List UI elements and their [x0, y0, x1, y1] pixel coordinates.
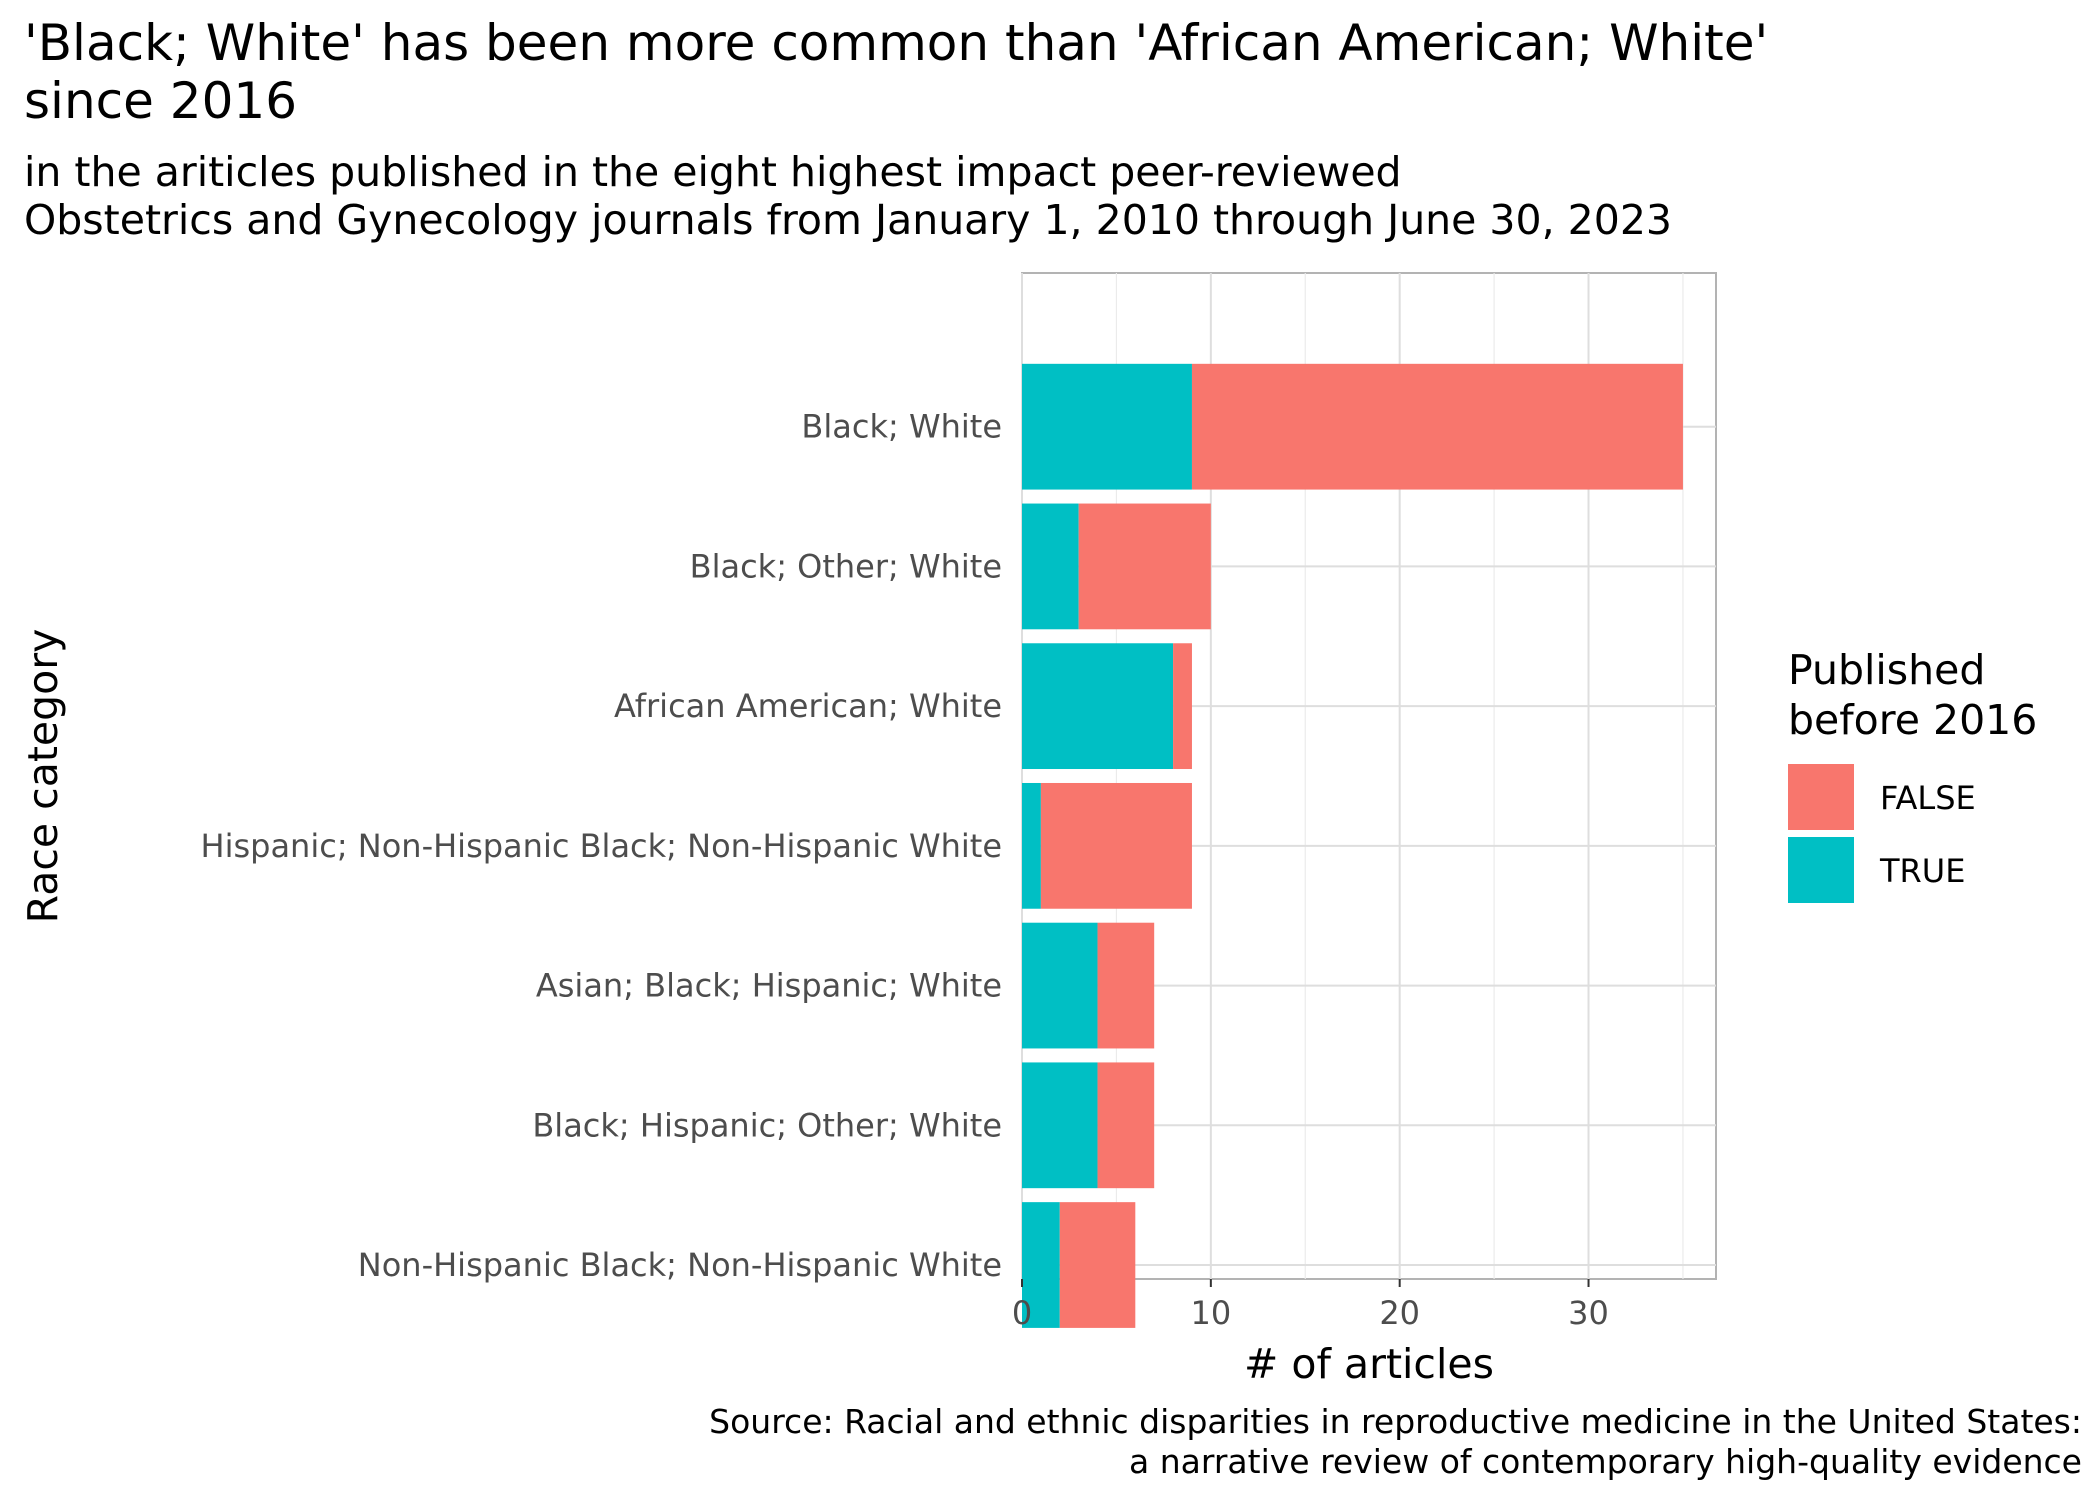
x-axis-tick-labels: 0 10 20 30	[1012, 1279, 1609, 1332]
bar-true	[1022, 1202, 1060, 1328]
bar-true	[1022, 503, 1079, 630]
bars	[1022, 363, 1683, 1328]
bar-true	[1022, 643, 1174, 770]
bar-false	[1191, 363, 1683, 490]
y-tick-label: Black; White	[801, 408, 1002, 446]
bar-false	[1097, 1062, 1155, 1189]
bar-true	[1022, 363, 1192, 490]
x-axis-title: # of articles	[1244, 1340, 1494, 1388]
chart-subtitle: in the ariticles published in the eight …	[24, 148, 1673, 244]
y-tick-label: Black; Hispanic; Other; White	[532, 1106, 1002, 1144]
y-tick-label: Asian; Black; Hispanic; White	[536, 967, 1002, 1005]
x-tick-label: 20	[1379, 1294, 1420, 1332]
bar-false	[1078, 503, 1211, 630]
bar-false	[1059, 1202, 1136, 1328]
bar-false	[1097, 922, 1155, 1049]
y-tick-label: Black; Other; White	[690, 547, 1002, 585]
y-tick-label: African American; White	[614, 687, 1002, 725]
chart-title: 'Black; White' has been more common than…	[24, 14, 1769, 130]
bar-true	[1022, 922, 1098, 1049]
legend-key-true	[1788, 837, 1854, 903]
bar-false	[1040, 782, 1192, 909]
bar-true	[1022, 1062, 1098, 1189]
bar-true	[1022, 782, 1041, 909]
legend-label-true: TRUE	[1879, 852, 1965, 890]
y-tick-label: Non-Hispanic Black; Non-Hispanic White	[358, 1246, 1002, 1284]
x-tick-label: 30	[1568, 1294, 1609, 1332]
x-tick-label: 0	[1012, 1294, 1032, 1332]
legend: Published before 2016 FALSE TRUE	[1788, 646, 2037, 903]
y-axis-tick-labels: Black; White Black; Other; White African A…	[201, 408, 1003, 1284]
legend-title: Published before 2016	[1788, 646, 2037, 744]
y-tick-label: Hispanic; Non-Hispanic Black; Non-Hispan…	[201, 827, 1003, 865]
legend-key-false	[1788, 764, 1854, 830]
bar-false	[1173, 643, 1192, 770]
source-caption: Source: Racial and ethnic disparities in…	[709, 1402, 2082, 1481]
x-tick-label: 10	[1190, 1294, 1231, 1332]
y-axis-title: Race category	[19, 629, 67, 924]
legend-label-false: FALSE	[1880, 779, 1976, 817]
